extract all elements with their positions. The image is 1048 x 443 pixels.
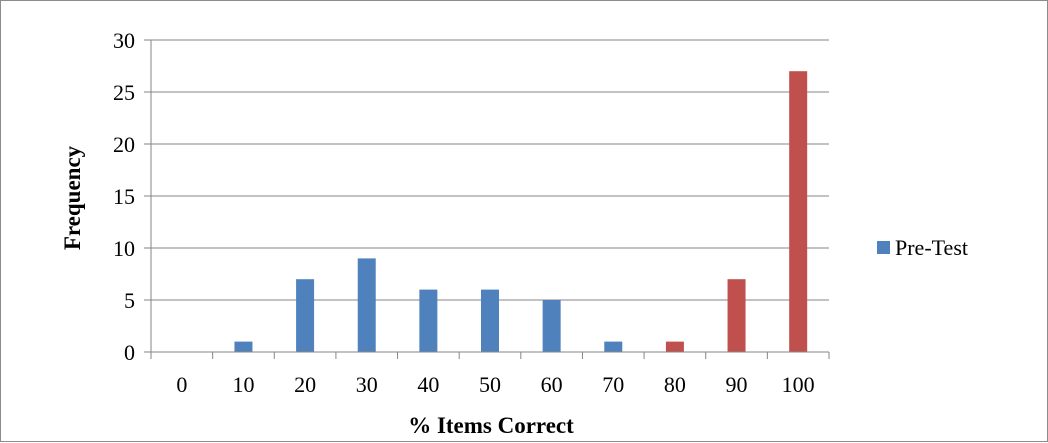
bar-80: [665, 341, 684, 352]
legend-swatch: [877, 241, 890, 254]
x-tick-label: 40: [417, 372, 439, 397]
bar-40: [419, 289, 438, 352]
bar-100: [789, 71, 808, 352]
y-tick-label: 25: [113, 80, 135, 105]
legend: Pre-Test: [877, 235, 968, 260]
bar-60: [542, 300, 561, 352]
x-tick-label: 50: [479, 372, 501, 397]
x-tick-label: 20: [294, 372, 316, 397]
gridlines: [151, 39, 829, 301]
bars: [234, 71, 808, 352]
bar-50: [481, 289, 499, 352]
x-tick-label: 70: [602, 372, 624, 397]
x-tick-label: 90: [726, 372, 748, 397]
bar-10: [234, 341, 253, 352]
x-tick-label: 80: [664, 372, 686, 397]
legend-label: Pre-Test: [895, 235, 968, 260]
y-tick-label: 15: [113, 184, 135, 209]
y-tick-label: 0: [124, 340, 135, 365]
y-tick-label: 5: [124, 288, 135, 313]
bar-20: [296, 279, 315, 352]
y-tick-label: 20: [113, 132, 135, 157]
y-tick-label: 30: [113, 28, 135, 53]
x-tick-label: 100: [782, 372, 815, 397]
tick-labels: 0 5 10 15 20 25 30 0 10 20 30 40 50 60 70 80 90 100: [113, 28, 815, 397]
x-tick-label: 0: [176, 372, 187, 397]
y-axis-title: Frequency: [60, 145, 85, 250]
x-tick-label: 60: [541, 372, 563, 397]
bar-70: [604, 341, 623, 352]
x-axis-title: % Items Correct: [408, 413, 574, 438]
x-tick-label: 10: [232, 372, 254, 397]
bar-90: [727, 279, 746, 352]
y-tick-label: 10: [113, 236, 135, 261]
axes: [144, 39, 830, 359]
x-tick-label: 30: [356, 372, 378, 397]
bar-30: [357, 258, 376, 352]
